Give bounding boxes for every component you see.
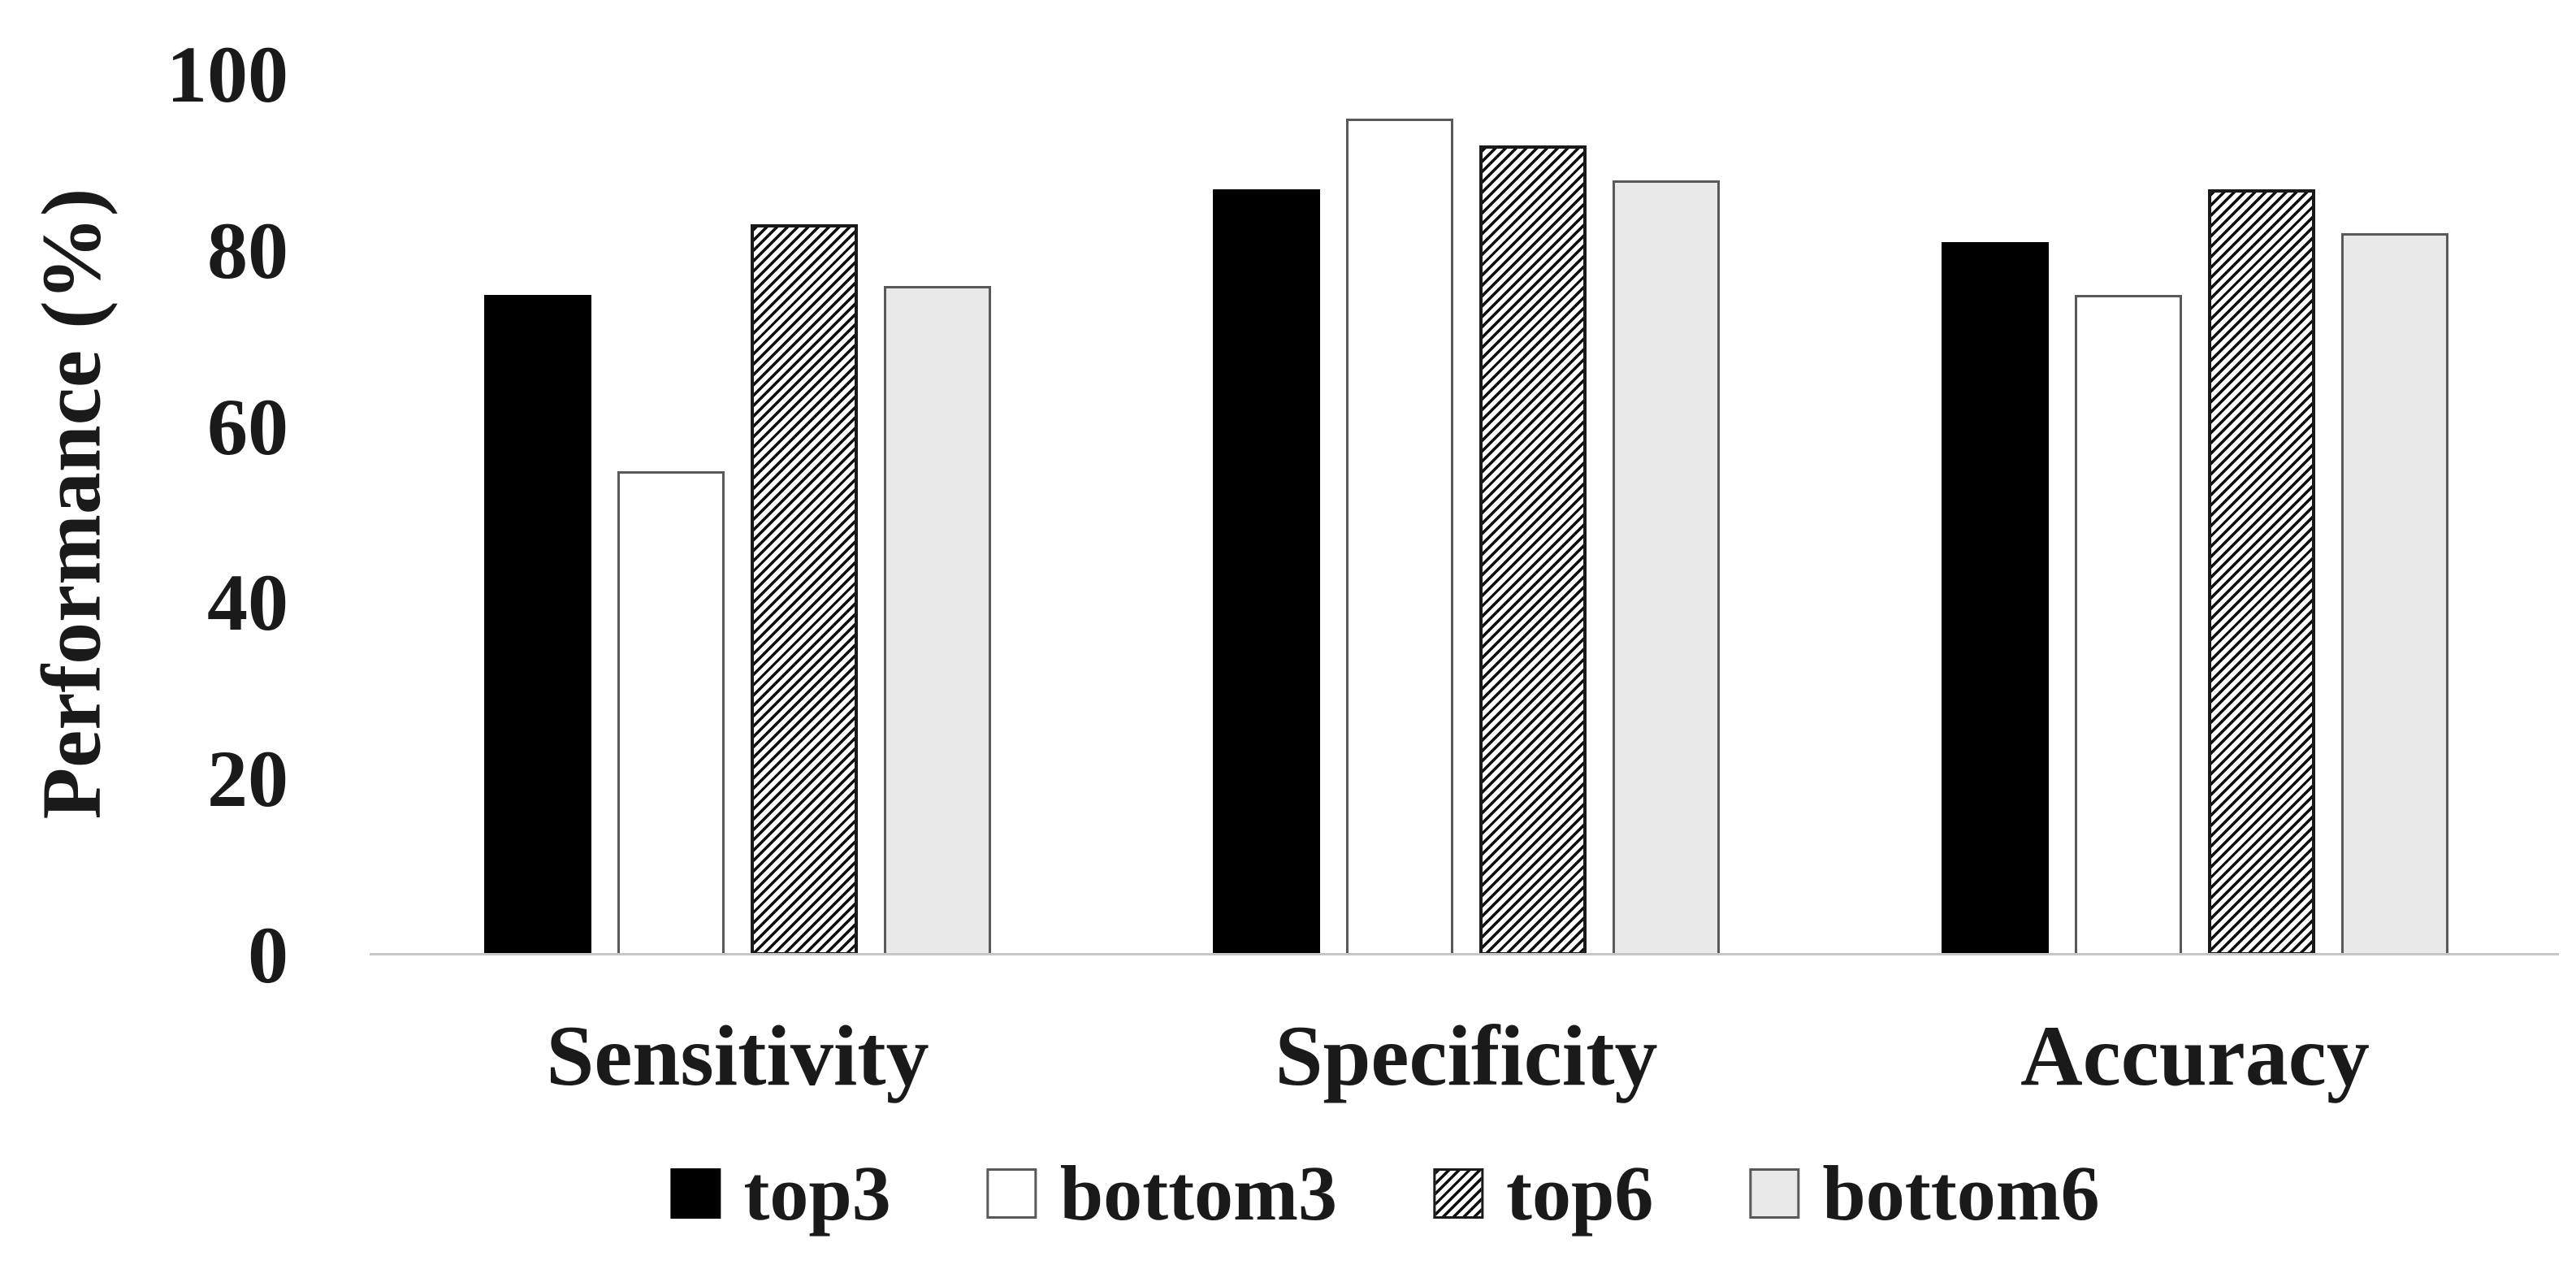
legend-item-bottom6: bottom6 xyxy=(1749,1150,2100,1237)
legend-label-top6: top6 xyxy=(1506,1150,1654,1237)
bar-top3-accuracy xyxy=(1942,242,2049,955)
legend-swatch-top3 xyxy=(670,1168,721,1219)
x-category-label-sensitivity: Sensitivity xyxy=(546,1008,929,1103)
y-tick-0: 0 xyxy=(248,910,288,1000)
legend-label-bottom6: bottom6 xyxy=(1822,1150,2100,1237)
x-axis-line xyxy=(370,953,2559,955)
bar-top6-accuracy xyxy=(2208,189,2315,955)
y-tick-20: 20 xyxy=(207,734,288,825)
legend-label-bottom3: bottom3 xyxy=(1059,1150,1337,1237)
bar-bottom3-accuracy xyxy=(2075,295,2182,955)
bar-bottom6-sensitivity xyxy=(884,286,991,955)
x-category-label-accuracy: Accuracy xyxy=(2020,1008,2370,1103)
bar-top6-specificity xyxy=(1479,145,1587,955)
legend-label-top3: top3 xyxy=(743,1150,891,1237)
legend-item-bottom3: bottom3 xyxy=(986,1150,1337,1237)
bar-bottom6-accuracy xyxy=(2341,233,2448,955)
legend-item-top3: top3 xyxy=(670,1150,891,1237)
y-tick-60: 60 xyxy=(207,381,288,472)
bar-top3-specificity xyxy=(1213,189,1320,955)
y-tick-80: 80 xyxy=(207,205,288,296)
x-category-label-specificity: Specificity xyxy=(1275,1008,1658,1103)
bar-top3-sensitivity xyxy=(484,295,591,955)
legend-swatch-bottom3 xyxy=(986,1168,1037,1219)
legend-swatch-top6 xyxy=(1433,1168,1483,1219)
bar-bottom3-specificity xyxy=(1346,119,1453,955)
bar-bottom6-specificity xyxy=(1613,180,1720,955)
bar-top6-sensitivity xyxy=(751,224,858,955)
bar-bottom3-sensitivity xyxy=(617,471,725,955)
legend-item-top6: top6 xyxy=(1433,1155,1653,1233)
y-tick-40: 40 xyxy=(207,557,288,648)
legend: top3 bottom3 top6 bottom6 xyxy=(670,1150,2100,1237)
y-tick-100: 100 xyxy=(167,29,288,119)
legend-swatch-bottom6 xyxy=(1749,1168,1800,1219)
